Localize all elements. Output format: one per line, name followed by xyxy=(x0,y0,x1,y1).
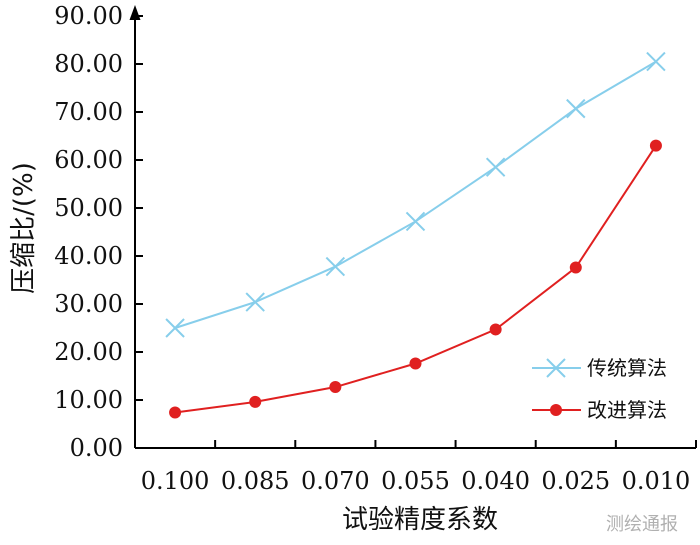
data-point-traditional-stroke xyxy=(245,292,265,312)
watermark: 测绘通报 xyxy=(606,514,678,535)
data-point-improved xyxy=(569,261,582,274)
legend-marker-traditional-stroke xyxy=(546,358,566,378)
data-point-traditional xyxy=(405,211,426,232)
y-tick-label: 60.00 xyxy=(54,146,123,174)
x-ticks: 0.100 0.085 0.070 0.055 0.040 0.025 0.010 xyxy=(141,440,697,495)
x-tick-label: 0.100 xyxy=(141,467,210,495)
data-point-improved xyxy=(169,406,182,419)
data-point-traditional xyxy=(566,98,586,119)
legend-marker-traditional xyxy=(546,358,566,378)
data-point-traditional xyxy=(165,318,185,338)
y-ticks: 0.00 10.00 20.00 30.00 40.00 50.00 60.00 70.00 8… xyxy=(54,2,143,462)
y-tick-label: 80.00 xyxy=(54,50,123,78)
data-point-traditional-stroke xyxy=(646,51,666,72)
data-point-improved xyxy=(649,139,662,152)
y-tick-label: 70.00 xyxy=(54,98,123,126)
x-tick-label: 0.025 xyxy=(541,467,610,495)
data-point-traditional xyxy=(325,256,346,277)
data-point-improved xyxy=(409,357,422,370)
data-point-traditional xyxy=(485,157,506,177)
data-point-improved xyxy=(489,323,502,336)
data-point-improved xyxy=(329,381,342,394)
x-tick-label: 0.040 xyxy=(461,467,530,495)
data-point-traditional-stroke xyxy=(485,157,506,177)
data-point-traditional-stroke xyxy=(325,256,346,277)
legend-item-improved: 改进算法 xyxy=(532,398,667,422)
x-tick-label: 0.070 xyxy=(301,467,370,495)
y-tick-label: 20.00 xyxy=(54,338,123,366)
legend-label-traditional: 传统算法 xyxy=(587,356,667,380)
y-tick-label: 30.00 xyxy=(54,290,123,318)
series-layer xyxy=(165,51,666,419)
y-tick-label: 10.00 xyxy=(54,386,123,414)
data-point-traditional-stroke xyxy=(405,211,426,232)
y-axis-title: 压缩比/(%) xyxy=(9,162,39,294)
y-tick-label: 50.00 xyxy=(54,194,123,222)
data-point-traditional xyxy=(646,51,666,72)
y-tick-label: 0.00 xyxy=(70,434,123,462)
series-improved xyxy=(169,139,662,419)
y-axis-arrow xyxy=(129,5,141,20)
legend-label-improved: 改进算法 xyxy=(587,398,667,422)
data-point-improved xyxy=(249,395,262,408)
legend-item-traditional: 传统算法 xyxy=(532,356,667,380)
y-axis: 0.00 10.00 20.00 30.00 40.00 50.00 60.00 70.00 8… xyxy=(54,2,143,462)
data-point-traditional-stroke xyxy=(165,318,185,338)
y-tick-label: 40.00 xyxy=(54,242,123,270)
x-tick-label: 0.010 xyxy=(622,467,691,495)
x-axis: 0.100 0.085 0.070 0.055 0.040 0.025 0.010 xyxy=(135,440,697,495)
x-axis-title: 试验精度系数 xyxy=(342,505,498,535)
series-traditional xyxy=(165,51,666,338)
x-tick-label: 0.055 xyxy=(381,467,450,495)
legend-marker-improved xyxy=(550,404,562,416)
x-tick-label: 0.085 xyxy=(221,467,290,495)
y-tick-label: 90.00 xyxy=(54,2,123,30)
data-point-traditional xyxy=(245,292,265,312)
series-line-improved xyxy=(174,145,657,414)
data-point-traditional-stroke xyxy=(566,98,586,119)
